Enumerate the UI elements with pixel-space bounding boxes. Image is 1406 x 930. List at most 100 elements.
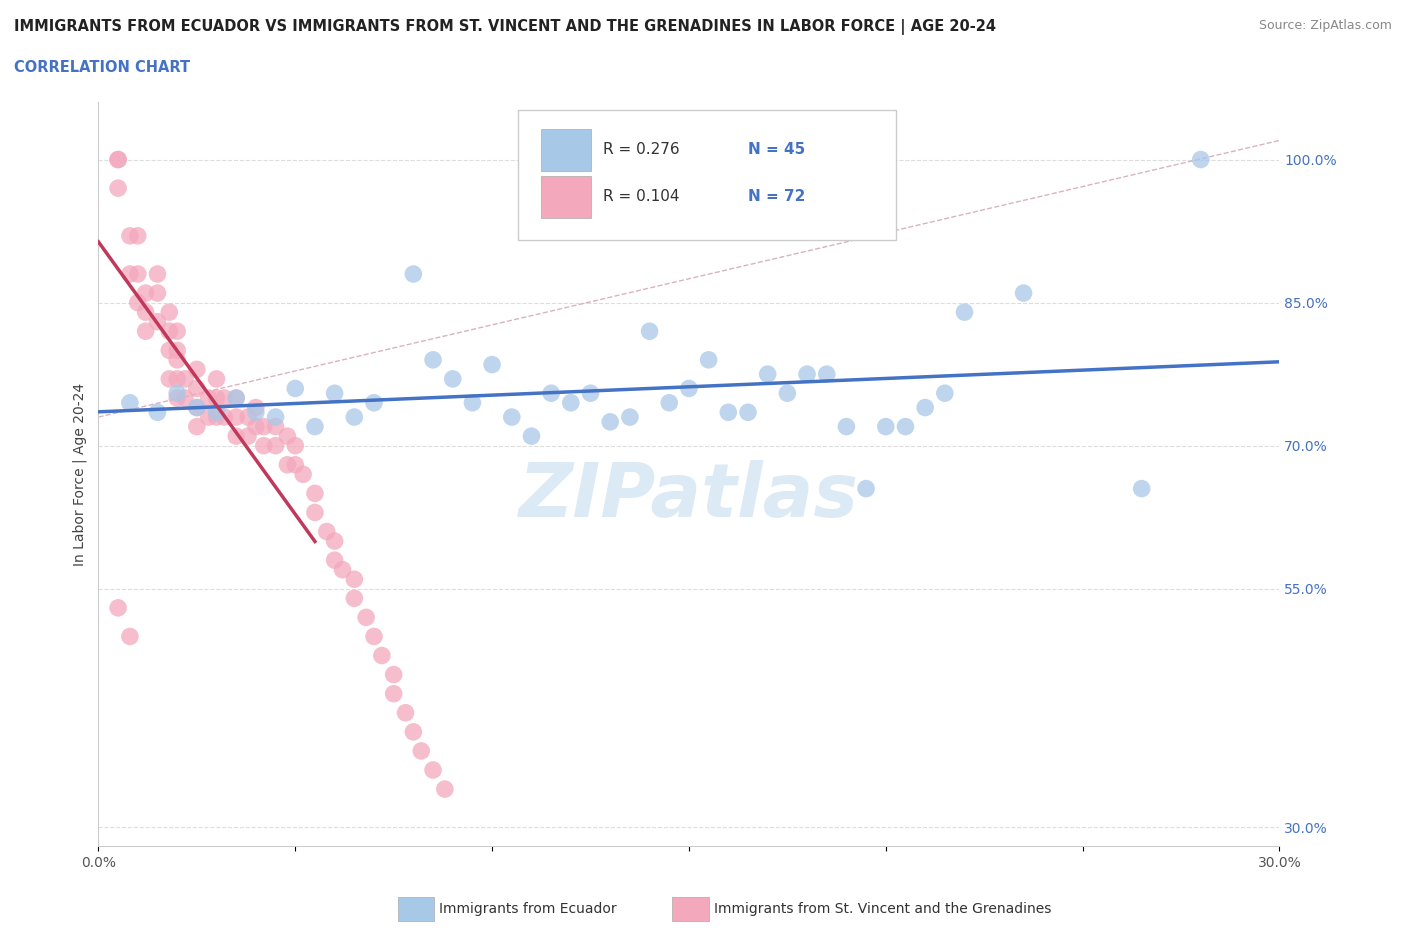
Point bbox=[127, 267, 149, 282]
Point bbox=[146, 314, 169, 329]
Point bbox=[276, 429, 298, 444]
Point bbox=[894, 419, 917, 434]
Point bbox=[815, 366, 838, 381]
Point bbox=[1189, 153, 1212, 167]
Point bbox=[284, 381, 307, 396]
Text: Immigrants from Ecuador: Immigrants from Ecuador bbox=[439, 901, 616, 916]
Text: IMMIGRANTS FROM ECUADOR VS IMMIGRANTS FROM ST. VINCENT AND THE GRENADINES IN LAB: IMMIGRANTS FROM ECUADOR VS IMMIGRANTS FR… bbox=[14, 19, 995, 34]
Point bbox=[579, 386, 602, 401]
Point bbox=[875, 419, 897, 434]
Point bbox=[697, 352, 720, 367]
Point bbox=[520, 429, 543, 444]
Point bbox=[146, 405, 169, 419]
Point bbox=[127, 295, 149, 310]
Point bbox=[658, 395, 681, 410]
Point bbox=[205, 405, 228, 419]
Point bbox=[174, 371, 197, 386]
Point bbox=[264, 419, 287, 434]
Point bbox=[245, 400, 267, 415]
Point bbox=[953, 305, 976, 320]
Point bbox=[186, 419, 208, 434]
Point bbox=[186, 362, 208, 377]
Point bbox=[461, 395, 484, 410]
Point bbox=[914, 400, 936, 415]
Point bbox=[157, 371, 180, 386]
Point bbox=[481, 357, 503, 372]
Point bbox=[214, 391, 236, 405]
Text: CORRELATION CHART: CORRELATION CHART bbox=[14, 60, 190, 75]
Point bbox=[166, 386, 188, 401]
Point bbox=[776, 386, 799, 401]
Point bbox=[118, 267, 141, 282]
Point bbox=[107, 153, 129, 167]
Point bbox=[402, 724, 425, 739]
Text: R = 0.276: R = 0.276 bbox=[603, 142, 679, 157]
Point bbox=[323, 386, 346, 401]
Point bbox=[343, 572, 366, 587]
Point bbox=[304, 486, 326, 501]
Point bbox=[253, 419, 276, 434]
Point bbox=[146, 267, 169, 282]
Point bbox=[166, 343, 188, 358]
Point bbox=[343, 409, 366, 424]
Point bbox=[323, 534, 346, 549]
Point bbox=[422, 352, 444, 367]
Point bbox=[225, 429, 247, 444]
Point bbox=[441, 371, 464, 386]
Point bbox=[118, 395, 141, 410]
Point bbox=[304, 505, 326, 520]
Point bbox=[186, 381, 208, 396]
Point bbox=[236, 429, 259, 444]
Point bbox=[619, 409, 641, 424]
Point bbox=[717, 405, 740, 419]
Point bbox=[166, 352, 188, 367]
Text: N = 72: N = 72 bbox=[748, 190, 806, 205]
Point bbox=[276, 458, 298, 472]
Point bbox=[402, 267, 425, 282]
Point bbox=[214, 409, 236, 424]
Point bbox=[756, 366, 779, 381]
Point bbox=[315, 525, 337, 539]
Point bbox=[371, 648, 394, 663]
FancyBboxPatch shape bbox=[541, 176, 591, 218]
Point bbox=[225, 409, 247, 424]
Point bbox=[382, 667, 405, 682]
Point bbox=[205, 371, 228, 386]
Point bbox=[118, 229, 141, 244]
Point bbox=[304, 419, 326, 434]
Point bbox=[166, 371, 188, 386]
Point bbox=[157, 305, 180, 320]
FancyBboxPatch shape bbox=[517, 110, 896, 240]
Point bbox=[560, 395, 582, 410]
Point bbox=[127, 229, 149, 244]
Point bbox=[245, 419, 267, 434]
Point bbox=[166, 324, 188, 339]
Point bbox=[599, 415, 621, 430]
Point bbox=[197, 409, 219, 424]
Point bbox=[186, 400, 208, 415]
Point bbox=[236, 409, 259, 424]
Point bbox=[225, 391, 247, 405]
Point bbox=[264, 438, 287, 453]
Text: ZIPatlas: ZIPatlas bbox=[519, 460, 859, 533]
Point bbox=[934, 386, 956, 401]
Point bbox=[284, 458, 307, 472]
Point bbox=[678, 381, 700, 396]
Point bbox=[197, 391, 219, 405]
Point bbox=[332, 563, 354, 578]
Text: Immigrants from St. Vincent and the Grenadines: Immigrants from St. Vincent and the Gren… bbox=[714, 901, 1052, 916]
Point bbox=[737, 405, 759, 419]
Point bbox=[343, 591, 366, 605]
Point bbox=[135, 286, 157, 300]
Point bbox=[855, 481, 877, 496]
Point bbox=[382, 686, 405, 701]
Point bbox=[166, 391, 188, 405]
Point bbox=[796, 366, 818, 381]
Point bbox=[186, 400, 208, 415]
FancyBboxPatch shape bbox=[541, 129, 591, 171]
Text: N = 45: N = 45 bbox=[748, 142, 806, 157]
Point bbox=[205, 391, 228, 405]
Point bbox=[174, 391, 197, 405]
Point bbox=[225, 391, 247, 405]
Point bbox=[363, 395, 385, 410]
